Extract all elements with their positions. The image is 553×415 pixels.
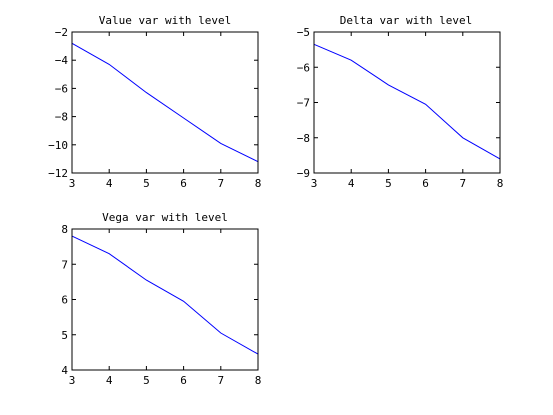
plot-title: Value var with level bbox=[99, 14, 231, 27]
plot-title: Vega var with level bbox=[102, 211, 228, 224]
y-tick-label: −5 bbox=[297, 26, 310, 39]
plot-frame bbox=[313, 31, 501, 174]
x-tick-label: 7 bbox=[217, 374, 224, 387]
y-tick-label: −7 bbox=[297, 97, 310, 110]
x-tick-label: 6 bbox=[422, 177, 429, 190]
y-tick-label: −10 bbox=[48, 139, 68, 152]
plot-frame bbox=[71, 31, 259, 174]
x-tick-label: 8 bbox=[255, 374, 262, 387]
y-tick-label: −12 bbox=[48, 167, 68, 180]
y-tick-label: −8 bbox=[55, 111, 68, 124]
x-tick-label: 8 bbox=[497, 177, 504, 190]
x-tick-label: 4 bbox=[348, 177, 355, 190]
y-tick-label: 7 bbox=[61, 258, 68, 271]
y-tick-label: 4 bbox=[61, 364, 68, 377]
x-tick-label: 4 bbox=[106, 177, 113, 190]
x-tick-label: 4 bbox=[106, 374, 113, 387]
y-tick-label: −2 bbox=[55, 26, 68, 39]
x-tick-label: 6 bbox=[180, 374, 187, 387]
series-line bbox=[313, 43, 501, 160]
y-tick-label: −4 bbox=[55, 54, 69, 67]
x-tick-label: 5 bbox=[385, 177, 392, 190]
x-tick-label: 3 bbox=[69, 177, 76, 190]
y-tick-label: −8 bbox=[297, 132, 310, 145]
x-tick-label: 7 bbox=[459, 177, 466, 190]
plot-frame bbox=[71, 228, 259, 371]
subplot-delta: Delta var with level 3 4 5 6 7 8 −9 −8 −7 −6 −5 bbox=[297, 14, 504, 190]
x-tick-label: 3 bbox=[311, 177, 318, 190]
x-tick-label: 3 bbox=[69, 374, 76, 387]
y-tick-label: 6 bbox=[61, 294, 68, 307]
y-tick-label: 5 bbox=[61, 329, 68, 342]
plot-title: Delta var with level bbox=[340, 14, 472, 27]
series-line bbox=[71, 42, 259, 163]
x-tick-label: 6 bbox=[180, 177, 187, 190]
y-tick-label: −6 bbox=[297, 61, 310, 74]
x-tick-label: 8 bbox=[255, 177, 262, 190]
y-tick-label: 8 bbox=[61, 223, 68, 236]
subplot-value: Value var with level 3 4 5 6 7 8 −12 −10 −8 −6 −4 −… bbox=[48, 14, 261, 190]
x-tick-label: 5 bbox=[143, 374, 150, 387]
x-tick-label: 5 bbox=[143, 177, 150, 190]
y-tick-label: −6 bbox=[55, 82, 68, 95]
x-tick-label: 7 bbox=[217, 177, 224, 190]
y-tick-label: −9 bbox=[297, 167, 310, 180]
series-line bbox=[71, 235, 259, 355]
